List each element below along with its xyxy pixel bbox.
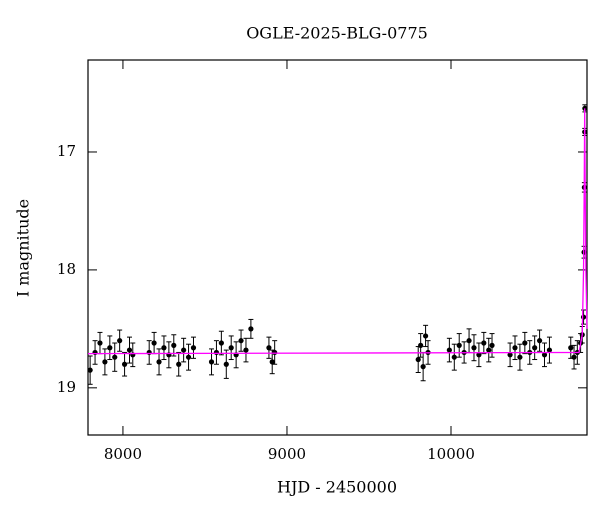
data-point <box>418 342 424 348</box>
data-point <box>151 340 157 346</box>
data-point <box>238 338 244 344</box>
data-point <box>517 354 523 360</box>
data-point <box>522 340 528 346</box>
data-points <box>87 104 588 385</box>
data-point <box>272 349 278 356</box>
x-tick-label: 9000 <box>268 445 306 463</box>
data-point <box>415 356 421 363</box>
data-point <box>580 314 587 320</box>
data-point <box>218 340 224 346</box>
y-tick-label: 18 <box>57 260 76 278</box>
data-point <box>481 340 487 346</box>
data-point <box>161 345 167 351</box>
y-axis-label: I magnitude <box>14 199 33 297</box>
data-point <box>117 338 123 344</box>
data-point <box>456 342 462 348</box>
data-point <box>546 347 553 353</box>
data-point <box>446 347 452 353</box>
x-axis-label: HJD - 2450000 <box>277 478 397 497</box>
data-point <box>126 347 133 353</box>
data-point <box>451 354 457 360</box>
x-tick-label: 10000 <box>427 445 475 463</box>
data-point <box>121 361 128 367</box>
data-point <box>213 349 220 356</box>
y-tick-label: 17 <box>57 142 76 160</box>
data-point <box>422 333 429 339</box>
data-point <box>476 352 482 358</box>
data-point <box>171 342 177 348</box>
model-curve <box>87 108 588 355</box>
data-point <box>190 345 197 351</box>
data-point <box>185 354 192 360</box>
data-point <box>208 359 215 365</box>
chart-title: OGLE-2025-BLG-0775 <box>246 24 428 43</box>
data-point <box>420 364 426 370</box>
data-point <box>512 345 518 351</box>
data-point <box>269 359 275 365</box>
data-point <box>471 345 477 351</box>
data-point <box>228 345 234 351</box>
data-point <box>466 338 472 344</box>
x-tick-label: 8000 <box>104 445 142 463</box>
data-point <box>102 359 108 365</box>
data-point <box>568 345 574 351</box>
data-point <box>532 345 538 351</box>
data-point <box>507 352 513 358</box>
data-point <box>536 338 543 344</box>
data-point <box>176 361 182 367</box>
data-point <box>156 359 162 365</box>
data-point <box>486 347 492 353</box>
data-point <box>92 349 98 356</box>
data-point <box>146 349 152 356</box>
data-point <box>489 342 495 348</box>
plot-frame <box>87 59 588 436</box>
data-point <box>97 340 103 346</box>
data-point <box>571 354 577 360</box>
data-point <box>107 345 113 351</box>
data-point <box>541 352 548 358</box>
y-tick-label: 19 <box>57 378 76 396</box>
data-point <box>266 345 272 351</box>
data-point <box>112 354 118 360</box>
data-point <box>248 326 254 332</box>
data-point <box>87 367 93 373</box>
data-point <box>243 347 249 353</box>
data-point <box>223 361 229 367</box>
data-point <box>181 347 187 353</box>
